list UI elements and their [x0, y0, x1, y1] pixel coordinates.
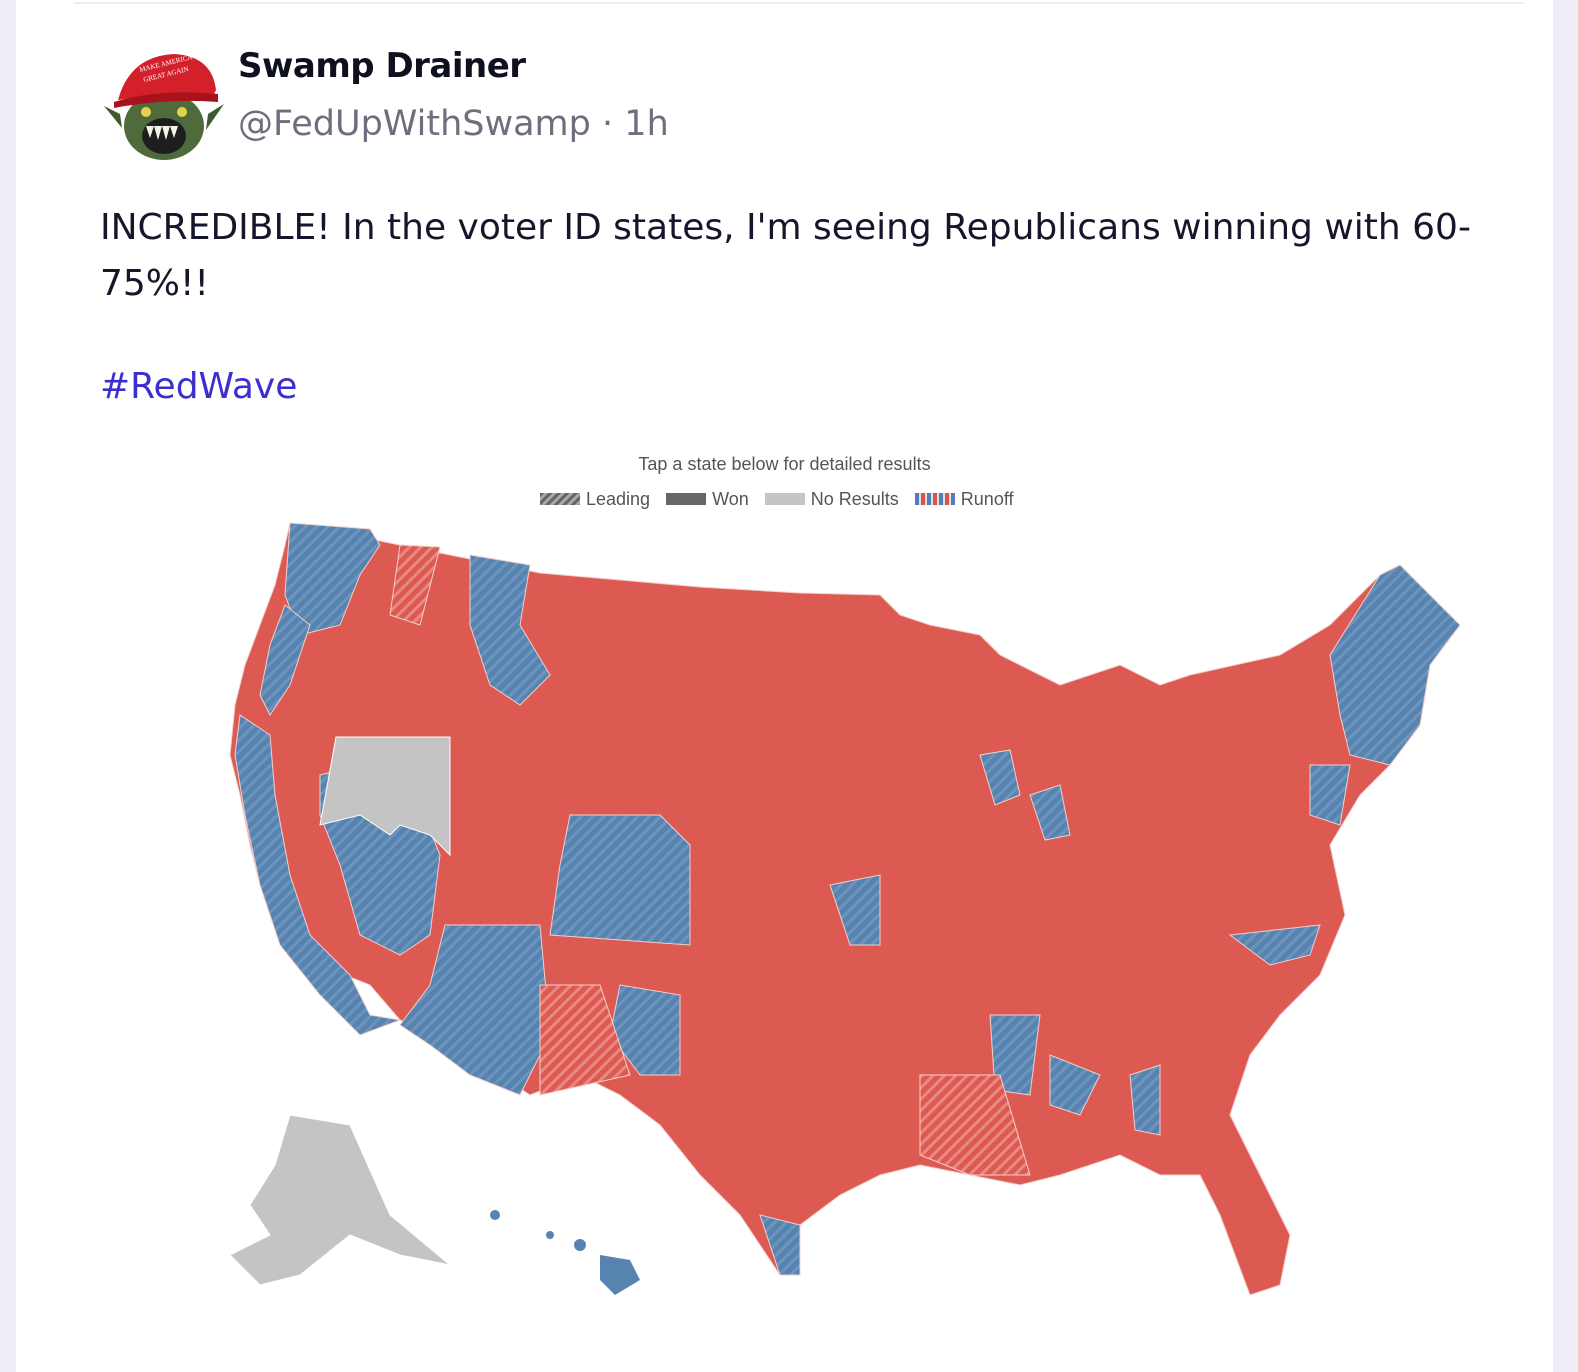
legend-item-won: Won [666, 489, 749, 510]
mississippi-region[interactable] [989, 1014, 1041, 1096]
georgia-region[interactable] [1129, 1064, 1161, 1136]
legend-label: Won [712, 488, 749, 509]
alaska-no-results[interactable] [229, 1114, 451, 1286]
divider [74, 2, 1524, 4]
arizona-region[interactable] [399, 924, 551, 1096]
colorado-region[interactable] [549, 814, 691, 946]
louisiana-leading-region[interactable] [919, 1074, 1031, 1176]
nm-leading-region[interactable] [539, 984, 631, 1096]
hashtag-link[interactable]: #RedWave [100, 366, 298, 407]
washington-region[interactable] [284, 522, 381, 636]
map-caption: Tap a state below for detailed results [638, 454, 931, 474]
runoff-swatch [914, 493, 955, 505]
legend-item-leading: Leading [540, 489, 650, 510]
nevada-no-results[interactable] [319, 736, 451, 857]
great-lakes-region[interactable] [1029, 784, 1071, 841]
legend-label: Runoff [960, 488, 1014, 509]
display-name[interactable]: Swamp Drainer [238, 46, 526, 86]
leading-swatch [540, 493, 580, 505]
oregon-coast-region[interactable] [259, 604, 311, 716]
handle-line: @FedUpWithSwamp · 1h [238, 104, 669, 144]
hawaii-big-island[interactable] [600, 1255, 640, 1295]
montana-west-region[interactable] [469, 554, 551, 706]
us-election-map[interactable] [100, 515, 1500, 1315]
texas-south-region[interactable] [759, 1214, 801, 1276]
idaho-leading-region[interactable] [389, 544, 441, 626]
legend-label: No Results [810, 488, 899, 509]
avatar[interactable]: MAKE AMERICA GREAT AGAIN [100, 44, 226, 162]
california-coast-region[interactable] [234, 714, 402, 1036]
hawaii-island[interactable] [574, 1239, 586, 1251]
post-card: MAKE AMERICA GREAT AGAIN Swamp Drainer @… [16, 0, 1553, 1372]
nj-region[interactable] [1309, 764, 1351, 826]
map-legend: Leading Won No Results Runoff [540, 487, 1030, 511]
legend-item-no-results: No Results [764, 488, 899, 510]
midwest-region-1[interactable] [979, 749, 1021, 806]
legend-label: Leading [586, 488, 651, 509]
midwest-region-2[interactable] [829, 874, 881, 946]
alabama-region[interactable] [1049, 1054, 1101, 1116]
hawaii-island[interactable] [546, 1231, 554, 1239]
separator: · [602, 104, 614, 144]
post-text: INCREDIBLE! In the voter ID states, I'm … [100, 207, 1471, 304]
no-results-swatch [764, 493, 805, 505]
timestamp[interactable]: 1h [624, 104, 669, 144]
nc-region[interactable] [1228, 924, 1321, 966]
handle[interactable]: @FedUpWithSwamp [238, 104, 591, 144]
won-swatch [666, 493, 707, 505]
hawaii[interactable] [490, 1210, 640, 1295]
new-england-region[interactable] [1329, 564, 1461, 766]
hawaii-island[interactable] [490, 1210, 500, 1220]
legend-item-runoff: Runoff [914, 488, 1014, 510]
